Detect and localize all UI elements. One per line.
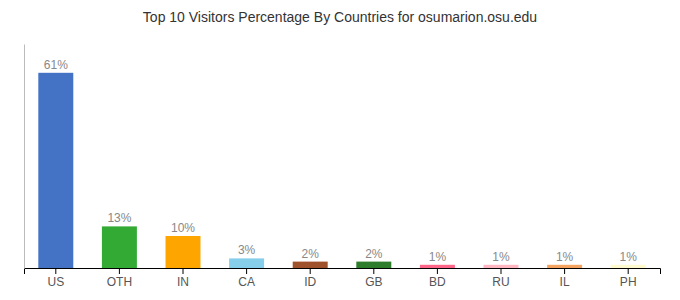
x-tick-label: GB [365,275,382,289]
x-tick: IL [560,268,570,289]
x-tick-label: IN [177,275,189,289]
x-tick-mark [501,268,502,274]
x-tick-mark [183,268,184,274]
bar [102,226,137,268]
x-tick-mark [310,268,311,274]
x-tick-mark [119,268,120,274]
y-axis-line [24,45,25,269]
bar [166,236,201,268]
x-tick-label: OTH [107,275,132,289]
x-tick-mark [246,268,247,274]
bar [293,262,328,268]
x-tick-label: PH [620,275,637,289]
x-tick: CA [238,268,255,289]
x-tick-mark [437,268,438,274]
x-axis-line [25,269,661,275]
data-label: 3% [238,243,256,257]
x-tick: IN [177,268,189,289]
x-tick-label: US [47,275,64,289]
bar [484,265,519,268]
data-label: 10% [171,221,195,235]
data-labels: 61% 13% 10% 3% 2% 2% 1% 1% 1% 1% [44,58,637,264]
x-tick-label: RU [492,275,509,289]
bar [547,265,582,268]
data-label: 2% [365,247,383,261]
data-label: 13% [107,211,131,225]
x-axis: US OTH IN CA ID GB BD RU IL PH [25,268,661,289]
chart: Top 10 Visitors Percentage By Countries … [0,0,680,300]
x-tick-label: IL [560,275,570,289]
y-axis [24,45,25,269]
x-tick: GB [365,268,382,289]
bar [611,265,646,268]
data-label: 1% [492,250,510,264]
bar [229,258,264,268]
data-label: 1% [556,250,574,264]
title: Top 10 Visitors Percentage By Countries … [143,9,537,25]
bar [356,262,391,268]
x-tick-label: CA [238,275,255,289]
x-tick-mark [55,268,56,274]
x-tick-label: ID [304,275,316,289]
bars [38,73,645,268]
x-tick: OTH [107,268,132,289]
x-tick: US [47,268,64,289]
x-tick: RU [492,268,509,289]
x-tick: PH [620,268,637,289]
data-label: 1% [620,250,638,264]
bar [420,265,455,268]
data-label: 2% [302,247,320,261]
data-label: 61% [44,58,68,72]
x-tick: ID [304,268,316,289]
x-tick: BD [429,268,446,289]
plot: 61% 13% 10% 3% 2% 2% 1% 1% 1% 1% US OTH IN CA ID GB BD RU… [25,45,661,289]
x-tick-mark [564,268,565,274]
x-tick-label: BD [429,275,446,289]
x-tick-mark [628,268,629,274]
x-tick-mark [373,268,374,274]
bar [38,73,73,268]
data-label: 1% [429,250,447,264]
